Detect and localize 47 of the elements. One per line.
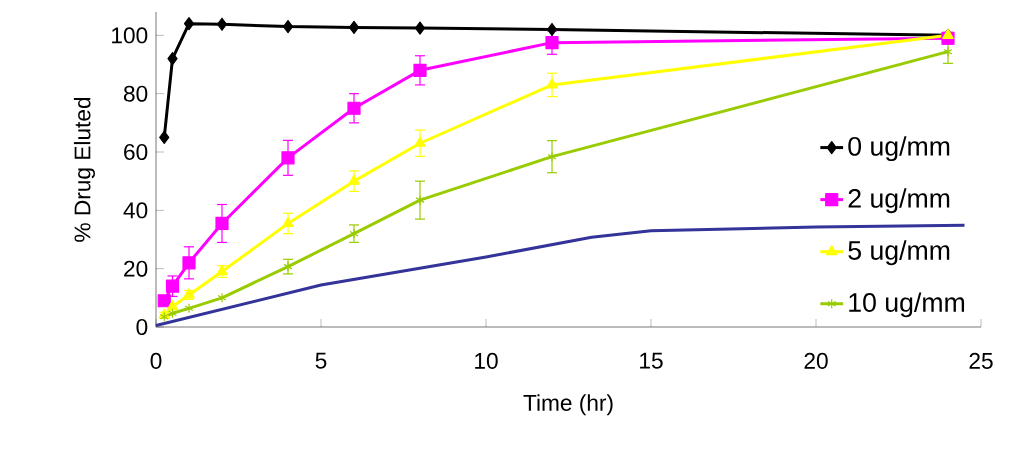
x-tick-label: 5 xyxy=(315,352,327,369)
legend-label: 5 ug/mm xyxy=(848,240,950,266)
legend-label: 0 ug/mm xyxy=(848,136,950,162)
point xyxy=(168,308,178,319)
line-series xyxy=(154,223,967,328)
point xyxy=(166,299,179,311)
x-axis-title: Time (hr) xyxy=(523,394,613,416)
point xyxy=(159,130,170,145)
y-tick-label: 0 xyxy=(136,318,148,336)
point xyxy=(413,63,427,77)
point xyxy=(281,151,295,165)
y-tick-label: 100 xyxy=(112,27,148,44)
x-tick-label: 10 xyxy=(475,352,498,369)
point xyxy=(547,151,557,162)
x-tick-label: 25 xyxy=(969,352,993,369)
point xyxy=(545,36,559,50)
point xyxy=(184,303,194,314)
legend-label: 10 ug/mm xyxy=(849,292,965,318)
x-tick-label: 0 xyxy=(150,352,162,369)
point xyxy=(546,22,558,37)
legend-label: 2 ug/mm xyxy=(848,188,950,214)
point xyxy=(347,101,361,115)
point xyxy=(415,195,425,206)
y-tick-label: 60 xyxy=(124,143,148,161)
y-tick-label: 20 xyxy=(124,260,148,277)
point xyxy=(348,20,360,35)
point xyxy=(165,279,180,293)
y-tick-label: 80 xyxy=(123,85,148,102)
point xyxy=(943,46,953,57)
point xyxy=(182,256,196,270)
point xyxy=(348,174,360,185)
point xyxy=(546,78,558,89)
x-tick-label: 15 xyxy=(640,352,663,369)
point xyxy=(183,17,195,31)
y-axis-title: % Drug Eluted xyxy=(73,97,95,242)
point xyxy=(167,52,178,66)
point xyxy=(215,216,229,231)
point xyxy=(414,21,426,35)
point xyxy=(217,292,227,303)
point xyxy=(282,216,294,228)
point xyxy=(282,19,294,34)
point xyxy=(349,228,359,239)
point xyxy=(157,294,171,308)
x-tick-label: 20 xyxy=(804,352,828,369)
point xyxy=(414,136,426,147)
point xyxy=(216,17,228,31)
y-tick-label: 40 xyxy=(123,202,148,219)
